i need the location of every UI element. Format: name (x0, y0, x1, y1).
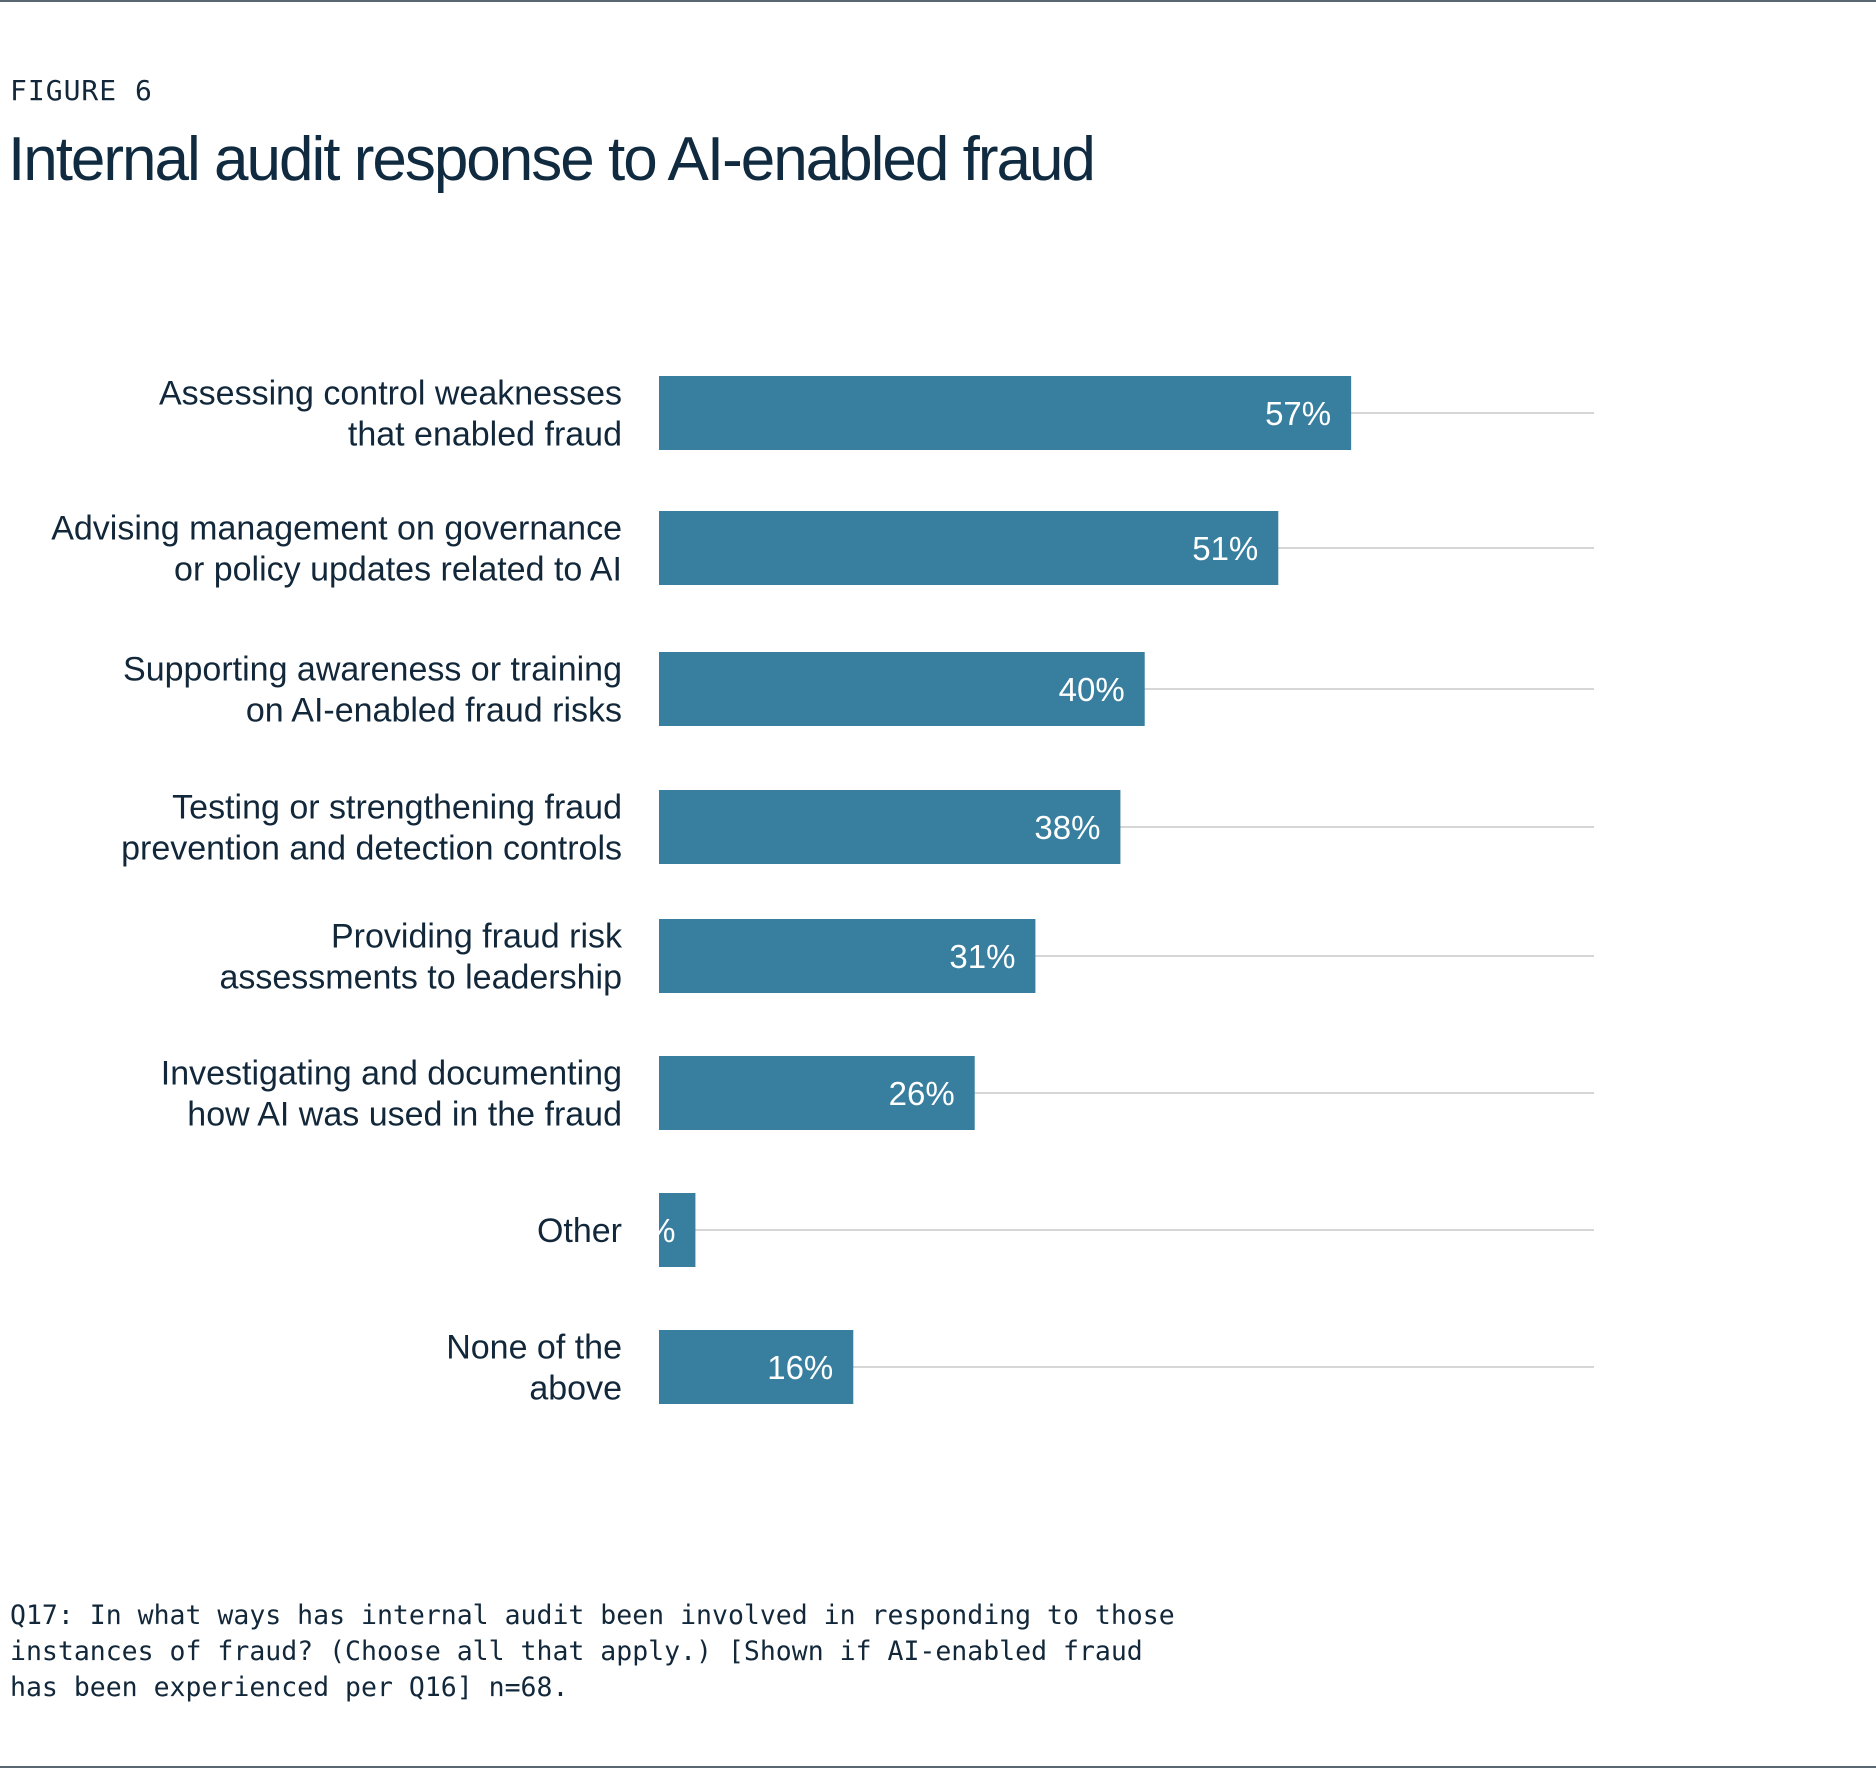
bar (659, 511, 1279, 585)
category-label-line: Supporting awareness or training (123, 651, 622, 689)
bottom-rule (0, 1766, 1876, 1768)
bar (659, 652, 1145, 726)
bar-value-label: 31% (949, 938, 1015, 975)
category-label-line: Providing fraud risk (331, 918, 623, 956)
category-label-line: Investigating and documenting (161, 1055, 622, 1093)
category-label-line: Other (537, 1212, 622, 1250)
bar-value-label: 51% (1192, 530, 1258, 567)
bar-value-label: 16% (767, 1349, 833, 1386)
bar-value-label: 3% (628, 1212, 676, 1249)
bar (659, 1330, 854, 1404)
bar (659, 1056, 975, 1130)
category-label-line: assessments to leadership (219, 959, 622, 997)
category-label: Advising management on governance or poli… (51, 510, 622, 589)
footnote: Q17: In what ways has internal audit bee… (10, 1600, 1175, 1703)
category-label-line: Testing or strengthening fraud (172, 789, 622, 827)
bar-value-label: 57% (1265, 395, 1331, 432)
bar (659, 790, 1121, 864)
bar-value-label: 26% (889, 1075, 955, 1112)
chart-title: Internal audit response to AI-enabled fr… (8, 125, 1096, 194)
category-label-line: on AI-enabled fraud risks (246, 692, 622, 730)
bar (659, 1193, 696, 1267)
top-rule (0, 0, 1876, 2)
figure-number: FIGURE 6 (10, 74, 153, 107)
category-label-line: Advising management on governance (51, 510, 622, 548)
category-label: Assessing control weaknesses that enabled… (159, 375, 622, 454)
bar-value-label: 40% (1059, 671, 1125, 708)
category-label-line: that enabled fraud (348, 416, 622, 454)
category-label: Testing or strengthening fraud prevention… (121, 789, 622, 868)
bar-value-label: 38% (1034, 809, 1100, 846)
category-label: Providing fraud risk assessments to leade… (219, 918, 623, 997)
category-label-line: prevention and detection controls (121, 830, 622, 868)
bar-chart: 57% Assessing control weaknesses that enab… (51, 375, 1594, 1408)
category-label-line: None of the (446, 1329, 622, 1367)
category-label-line: or policy updates related to AI (174, 551, 622, 589)
category-label-line: Assessing control weaknesses (159, 375, 622, 413)
bar (659, 376, 1352, 450)
category-label: Supporting awareness or training on AI-en… (123, 651, 622, 730)
category-label-line: above (529, 1370, 622, 1408)
category-label: None of the above (446, 1329, 622, 1408)
category-label: Other (537, 1212, 622, 1250)
bar (659, 919, 1036, 993)
category-label-line: how AI was used in the fraud (187, 1096, 622, 1134)
category-label: Investigating and documenting how AI was … (161, 1055, 622, 1134)
